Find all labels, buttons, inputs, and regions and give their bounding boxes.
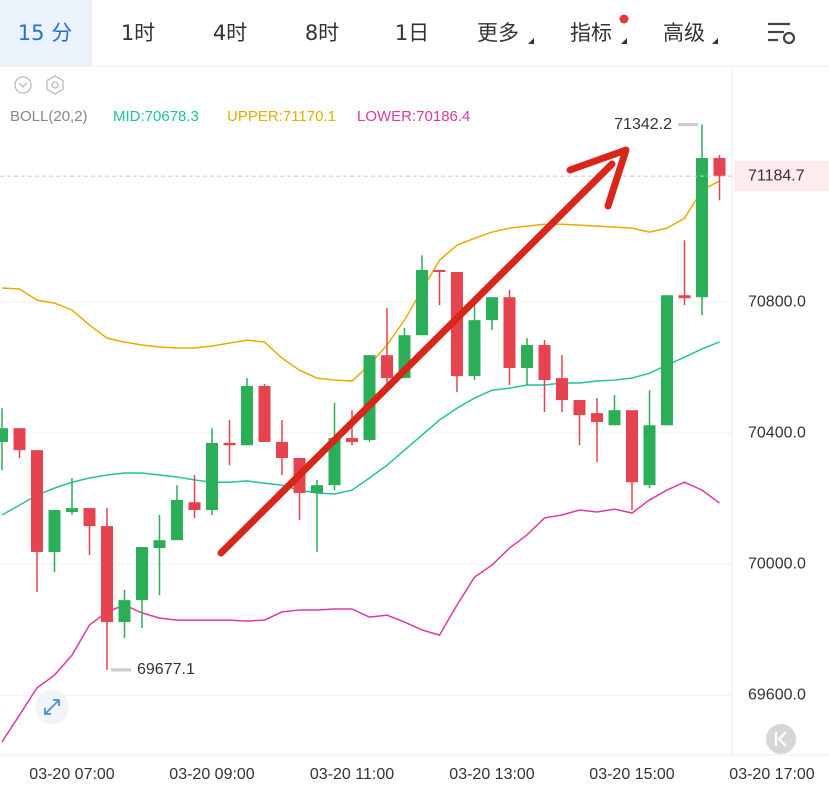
candle-body — [503, 297, 516, 368]
legend-entry: LOWER:70186.4 — [357, 108, 470, 125]
tab[interactable]: 1时 — [121, 21, 155, 45]
candle-body — [276, 441, 288, 458]
collapse-icon[interactable] — [14, 76, 32, 94]
candle-body — [206, 442, 218, 511]
candle-body — [468, 320, 481, 377]
candle-body — [311, 485, 323, 494]
candle-body — [83, 508, 96, 527]
x-tick-label: 03-20 15:00 — [589, 766, 675, 783]
candle-body — [118, 600, 131, 623]
candle-body — [661, 295, 673, 426]
candle-body — [556, 378, 568, 401]
dropdown-caret — [712, 38, 718, 44]
candle-body — [363, 355, 376, 440]
candle-body — [416, 270, 428, 336]
collapse-chevron — [18, 82, 28, 88]
candle-body — [608, 410, 621, 426]
candle-body — [66, 508, 78, 513]
candle-body — [153, 540, 166, 549]
selected-tab-bg — [0, 0, 92, 66]
candle-body — [188, 502, 201, 511]
expand-icon[interactable] — [35, 690, 69, 724]
y-tick-label: 70800.0 — [748, 293, 806, 310]
legend-entry: MID:70678.3 — [113, 108, 199, 125]
min-price-label: 69677.1 — [137, 661, 195, 678]
annotation-arrow — [217, 146, 630, 557]
candle-body — [171, 499, 183, 541]
candle-body — [626, 410, 638, 483]
legend-entry: UPPER:71170.1 — [227, 108, 336, 125]
candle-body — [713, 158, 726, 177]
tab[interactable]: 高级 — [663, 21, 705, 45]
x-tick-label: 03-20 07:00 — [29, 766, 115, 783]
candle-body — [48, 510, 61, 552]
notification-dot — [619, 14, 629, 24]
x-tick-label: 03-20 17:00 — [729, 766, 815, 783]
max-price-label: 71342.2 — [614, 116, 672, 133]
candle-body — [136, 547, 148, 601]
candle-body — [346, 438, 358, 442]
tab[interactable]: 更多 — [477, 21, 519, 45]
candle-body — [258, 385, 271, 442]
indicator-line — [1, 180, 720, 382]
candle-body — [486, 297, 498, 321]
y-tick-label: 70400.0 — [748, 424, 806, 441]
candle-body — [241, 385, 253, 446]
last-price-tag — [734, 161, 829, 192]
x-tick-label: 03-20 11:00 — [310, 766, 394, 783]
candle-body — [223, 442, 236, 446]
candle-body — [521, 345, 533, 368]
y-tick-label: 69600.0 — [748, 686, 806, 703]
candle-body — [328, 438, 341, 486]
candle-body — [31, 450, 43, 552]
x-tick-label: 03-20 09:00 — [169, 766, 255, 783]
indicator-settings-icon[interactable] — [46, 75, 64, 95]
tab[interactable]: 4时 — [213, 21, 247, 45]
settings-icon[interactable] — [768, 22, 796, 45]
tab-bar — [0, 0, 829, 66]
tab[interactable]: 8时 — [305, 21, 339, 45]
candle-body — [573, 400, 586, 416]
scroll-latest-button[interactable] — [766, 724, 796, 754]
y-tick-label: 70000.0 — [748, 555, 806, 572]
candle-body — [0, 428, 8, 442]
candle-body — [643, 425, 656, 486]
candle-body — [696, 158, 708, 298]
tab[interactable]: 15 分 — [18, 21, 72, 45]
candle-body — [451, 272, 463, 377]
candle-body — [381, 355, 393, 379]
indicator-name: BOLL(20,2) — [10, 108, 88, 125]
indicator-settings-dot — [51, 81, 59, 89]
candle-body — [433, 270, 446, 273]
candle-body — [101, 526, 113, 623]
dropdown-caret — [528, 38, 534, 44]
candle-body — [591, 413, 603, 422]
tab[interactable]: 指标 — [570, 21, 612, 45]
candle-body — [678, 295, 691, 299]
plot-area: 71342.2 69677.1 — [0, 116, 732, 743]
last-price-label: 71184.7 — [748, 167, 805, 184]
tab[interactable]: 1日 — [395, 21, 429, 45]
candle-body — [13, 428, 26, 451]
candle-body — [538, 345, 551, 381]
x-tick-label: 03-20 13:00 — [449, 766, 535, 783]
indicator-line — [1, 341, 720, 516]
dropdown-caret — [621, 38, 627, 44]
